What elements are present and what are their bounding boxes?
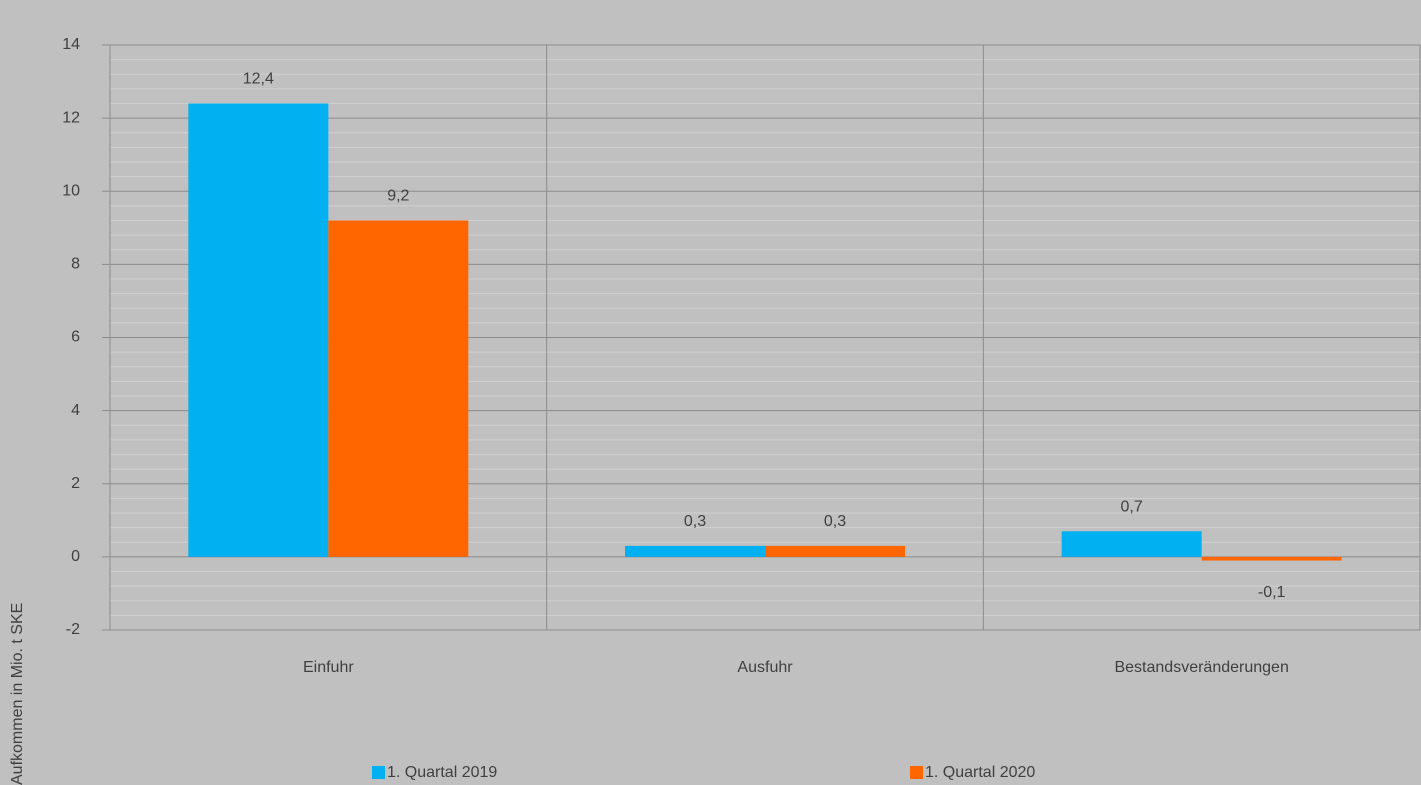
value-label: 9,2 bbox=[387, 188, 409, 205]
value-label: 0,7 bbox=[1121, 499, 1143, 516]
x-tick-label: Einfuhr bbox=[303, 659, 354, 676]
value-label: -0,1 bbox=[1258, 584, 1286, 601]
bar bbox=[1201, 556, 1342, 561]
y-tick-label: 10 bbox=[62, 182, 80, 199]
y-axis-title: Aufkommen in Mio. t SKE bbox=[9, 603, 26, 785]
value-label: 0,3 bbox=[684, 513, 706, 530]
y-tick-label: 4 bbox=[71, 402, 80, 419]
y-tick-label: -2 bbox=[66, 621, 80, 638]
bar bbox=[765, 545, 905, 557]
legend-label: 1. Quartal 2020 bbox=[925, 764, 1035, 781]
legend-swatch bbox=[372, 766, 385, 779]
y-tick-label: 12 bbox=[62, 109, 80, 126]
y-tick-label: 2 bbox=[71, 475, 80, 492]
x-tick-label: Ausfuhr bbox=[737, 659, 793, 676]
value-label: 12,4 bbox=[243, 71, 274, 88]
legend-label: 1. Quartal 2019 bbox=[387, 764, 497, 781]
y-tick-label: 6 bbox=[71, 329, 80, 346]
y-tick-label: 8 bbox=[71, 256, 80, 273]
x-tick-label: Bestandsveränderungen bbox=[1114, 659, 1288, 676]
y-tick-label: 0 bbox=[71, 548, 80, 565]
y-tick-label: 14 bbox=[62, 36, 80, 53]
bar bbox=[188, 103, 329, 557]
bar bbox=[625, 545, 765, 557]
bar bbox=[328, 220, 469, 557]
legend-swatch bbox=[910, 766, 923, 779]
value-label: 0,3 bbox=[824, 513, 846, 530]
bar bbox=[1061, 531, 1202, 557]
